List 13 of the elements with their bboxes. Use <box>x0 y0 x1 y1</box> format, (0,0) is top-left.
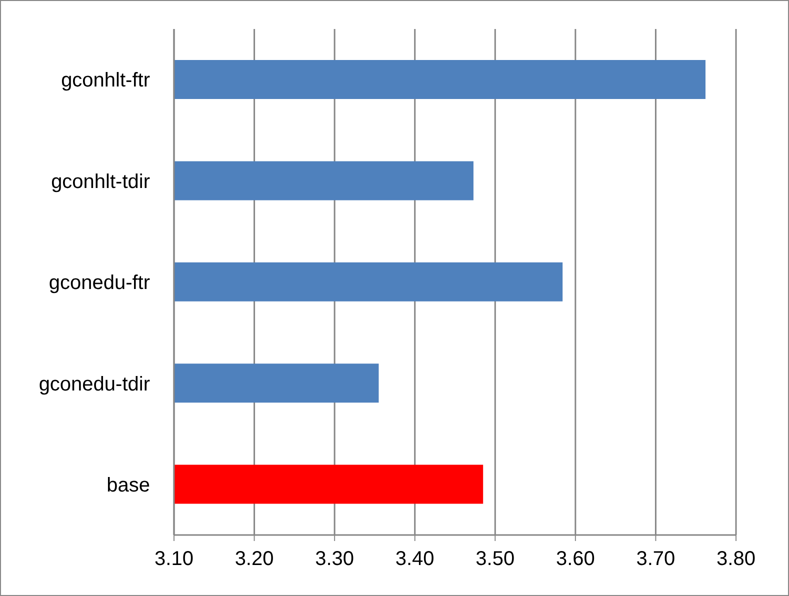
y-tick-label: gconedu-tdir <box>38 373 150 396</box>
y-tick-label: gconedu-ftr <box>48 272 150 294</box>
x-tick-label: 3.10 <box>154 548 194 570</box>
y-tick-label: gconhlt-ftr <box>61 70 150 92</box>
x-tick-label: 3.30 <box>315 548 354 570</box>
x-tick-label: 3.80 <box>716 548 756 570</box>
x-tick-label: 3.40 <box>395 548 434 570</box>
y-tick-label: gconhlt-tdir <box>51 170 150 193</box>
y-tick-label: base <box>106 474 150 496</box>
x-tick-label: 3.20 <box>234 548 274 570</box>
x-tick-label: 3.60 <box>556 548 595 570</box>
x-tick-label: 3.50 <box>476 548 515 570</box>
x-tick-label: 3.70 <box>636 548 676 570</box>
